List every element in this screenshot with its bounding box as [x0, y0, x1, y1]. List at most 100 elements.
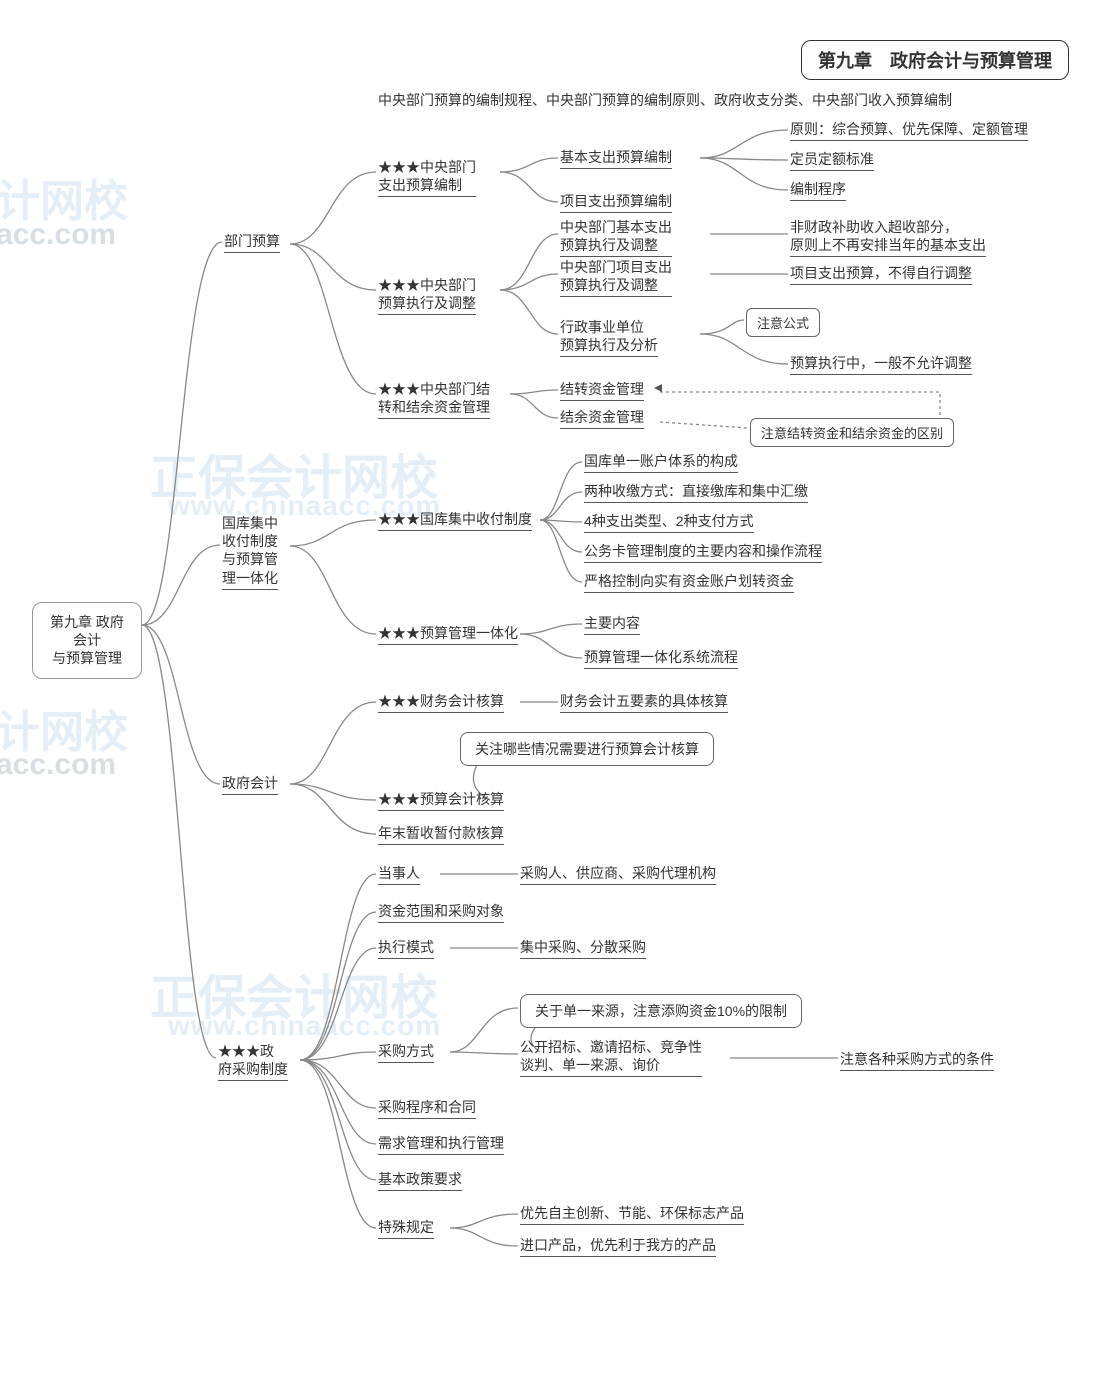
leaf-exec-mode: 执行模式 — [378, 938, 434, 959]
leaf-text: 结转资金管理 — [560, 380, 644, 401]
note-carryover-diff: 注意结转资金和结余资金的区别 — [750, 418, 954, 447]
leaf-official-card: 公务卡管理制度的主要内容和操作流程 — [584, 542, 822, 563]
leaf-text: 项目支出预算，不得自行调整 — [790, 264, 972, 285]
leaf-principle: 原则：综合预算、优先保障、定额管理 — [790, 120, 1028, 141]
leaf-exec-basic-note: 非财政补助收入超收部分， 原则上不再安排当年的基本支出 — [790, 218, 986, 257]
watermark-side: 计网校 — [0, 165, 128, 229]
leaf-procurement-method: 采购方式 — [378, 1042, 434, 1063]
leaf-text: 采购方式 — [378, 1042, 434, 1063]
leaf-text: 基本政策要求 — [378, 1170, 462, 1191]
branch-gov-accounting: 政府会计 — [222, 774, 278, 795]
leaf-compile-proc: 编制程序 — [790, 180, 846, 201]
root-node: 第九章 政府会计 与预算管理 — [32, 602, 142, 679]
leaf-text: 特殊规定 — [378, 1218, 434, 1239]
leaf-parties-list: 采购人、供应商、采购代理机构 — [520, 864, 716, 885]
leaf-text: 优先自主创新、节能、环保标志产品 — [520, 1204, 744, 1225]
leaf-text: 注意各种采购方式的条件 — [840, 1050, 994, 1071]
leaf-text: 预算执行中，一般不允许调整 — [790, 354, 972, 375]
node-text: ★★★财务会计核算 — [378, 692, 504, 713]
leaf-text: 中央部门基本支出 预算执行及调整 — [560, 218, 672, 257]
leaf-text: 公开招标、邀请招标、竞争性 谈判、单一来源、询价 — [520, 1038, 702, 1077]
leaf-text: 集中采购、分散采购 — [520, 938, 646, 959]
leaf-main-content: 主要内容 — [584, 614, 640, 635]
branch-treasury: 国库集中 收付制度 与预算管 理一体化 — [222, 514, 278, 590]
leaf-text: 4种支出类型、2种支付方式 — [584, 512, 754, 533]
node-text: ★★★预算管理一体化 — [378, 624, 518, 645]
node-financial-accounting: ★★★财务会计核算 — [378, 692, 504, 713]
watermark-side-url-2: acc.com — [0, 748, 116, 782]
leaf-text: 公务卡管理制度的主要内容和操作流程 — [584, 542, 822, 563]
leaf-text: 需求管理和执行管理 — [378, 1134, 504, 1155]
leaf-text: 行政事业单位 预算执行及分析 — [560, 318, 658, 357]
branch-procurement: ★★★政 府采购制度 — [218, 1042, 288, 1081]
leaf-text: 非财政补助收入超收部分， 原则上不再安排当年的基本支出 — [790, 218, 986, 257]
leaf-text: 基本支出预算编制 — [560, 148, 672, 169]
leaf-five-elements: 财务会计五要素的具体核算 — [560, 692, 728, 713]
leaf-text: 主要内容 — [584, 614, 640, 635]
leaf-text: 财务会计五要素的具体核算 — [560, 692, 728, 713]
leaf-text: 年末暂收暂付款核算 — [378, 824, 504, 845]
leaf-demand-mgmt: 需求管理和执行管理 — [378, 1134, 504, 1155]
leaf-priority-innovation: 优先自主创新、节能、环保标志产品 — [520, 1204, 744, 1225]
node-central-carryover: ★★★中央部门结 转和结余资金管理 — [378, 380, 490, 419]
leaf-text: 两种收缴方式：直接缴库和集中汇缴 — [584, 482, 808, 503]
watermark-side-2: 计网校 — [0, 696, 128, 760]
leaf-surplus-mgmt: 结余资金管理 — [560, 408, 644, 429]
leaf-basic-policy: 基本政策要求 — [378, 1170, 462, 1191]
leaf-year-end: 年末暂收暂付款核算 — [378, 824, 504, 845]
watermark-big-2: 正保会计网校 — [150, 958, 438, 1028]
node-budget-integration: ★★★预算管理一体化 — [378, 624, 518, 645]
leaf-admin-analysis: 行政事业单位 预算执行及分析 — [560, 318, 658, 357]
node-text: ★★★国库集中收付制度 — [378, 510, 532, 531]
leaf-text: 中央部门项目支出 预算执行及调整 — [560, 258, 672, 297]
chapter-badge: 第九章 政府会计与预算管理 — [801, 40, 1069, 80]
branch-text: 国库集中 收付制度 与预算管 理一体化 — [222, 514, 278, 590]
leaf-method-list: 公开招标、邀请招标、竞争性 谈判、单一来源、询价 — [520, 1038, 702, 1077]
leaf-fund-scope: 资金范围和采购对象 — [378, 902, 504, 923]
leaf-text: 资金范围和采购对象 — [378, 902, 504, 923]
leaf-text: 严格控制向实有资金账户划转资金 — [584, 572, 794, 593]
branch-text: 部门预算 — [224, 232, 280, 253]
watermark-side-url: acc.com — [0, 218, 116, 252]
leaf-exec-basic: 中央部门基本支出 预算执行及调整 — [560, 218, 672, 257]
note-single-source: 关于单一来源，注意添购资金10%的限制 — [520, 994, 802, 1028]
leaf-text: 原则：综合预算、优先保障、定额管理 — [790, 120, 1028, 141]
node-text: ★★★中央部门 支出预算编制 — [378, 158, 476, 197]
note-formula: 注意公式 — [746, 308, 820, 337]
top-subtitle: 中央部门预算的编制规程、中央部门预算的编制原则、政府收支分类、中央部门收入预算编… — [378, 90, 952, 110]
leaf-project-expense: 项目支出预算编制 — [560, 192, 672, 213]
leaf-method-note: 注意各种采购方式的条件 — [840, 1050, 994, 1071]
leaf-quota-std: 定员定额标准 — [790, 150, 874, 171]
leaf-proc-contract: 采购程序和合同 — [378, 1098, 476, 1119]
leaf-text: 编制程序 — [790, 180, 846, 201]
node-text: ★★★中央部门结 转和结余资金管理 — [378, 380, 490, 419]
leaf-carryover-mgmt: 结转资金管理 — [560, 380, 644, 401]
leaf-text: 预算管理一体化系统流程 — [584, 648, 738, 669]
leaf-text: 结余资金管理 — [560, 408, 644, 429]
leaf-text: 当事人 — [378, 864, 420, 885]
leaf-basic-expense: 基本支出预算编制 — [560, 148, 672, 169]
leaf-text: 执行模式 — [378, 938, 434, 959]
leaf-exec-project: 中央部门项目支出 预算执行及调整 — [560, 258, 672, 297]
leaf-text: 定员定额标准 — [790, 150, 874, 171]
leaf-no-adjust: 预算执行中，一般不允许调整 — [790, 354, 972, 375]
leaf-integration-flow: 预算管理一体化系统流程 — [584, 648, 738, 669]
leaf-single-account: 国库单一账户体系的构成 — [584, 452, 738, 473]
leaf-two-collection: 两种收缴方式：直接缴库和集中汇缴 — [584, 482, 808, 503]
node-treasury-centralized: ★★★国库集中收付制度 — [378, 510, 532, 531]
leaf-strict-control: 严格控制向实有资金账户划转资金 — [584, 572, 794, 593]
leaf-text: 进口产品，优先利于我方的产品 — [520, 1236, 716, 1257]
leaf-text: 项目支出预算编制 — [560, 192, 672, 213]
branch-text: 政府会计 — [222, 774, 278, 795]
node-central-expense-budget: ★★★中央部门 支出预算编制 — [378, 158, 476, 197]
leaf-centralized-dispersed: 集中采购、分散采购 — [520, 938, 646, 959]
leaf-four-two: 4种支出类型、2种支付方式 — [584, 512, 754, 533]
watermark-big: 正保会计网校 — [150, 438, 438, 508]
watermark-url-2: www.chinaacc.com — [168, 1010, 441, 1042]
branch-text: ★★★政 府采购制度 — [218, 1042, 288, 1081]
leaf-import: 进口产品，优先利于我方的产品 — [520, 1236, 716, 1257]
note-budget-accounting: 关注哪些情况需要进行预算会计核算 — [460, 732, 714, 766]
branch-department-budget: 部门预算 — [224, 232, 280, 253]
node-central-budget-exec: ★★★中央部门 预算执行及调整 — [378, 276, 476, 315]
node-budget-accounting: ★★★预算会计核算 — [378, 790, 504, 811]
